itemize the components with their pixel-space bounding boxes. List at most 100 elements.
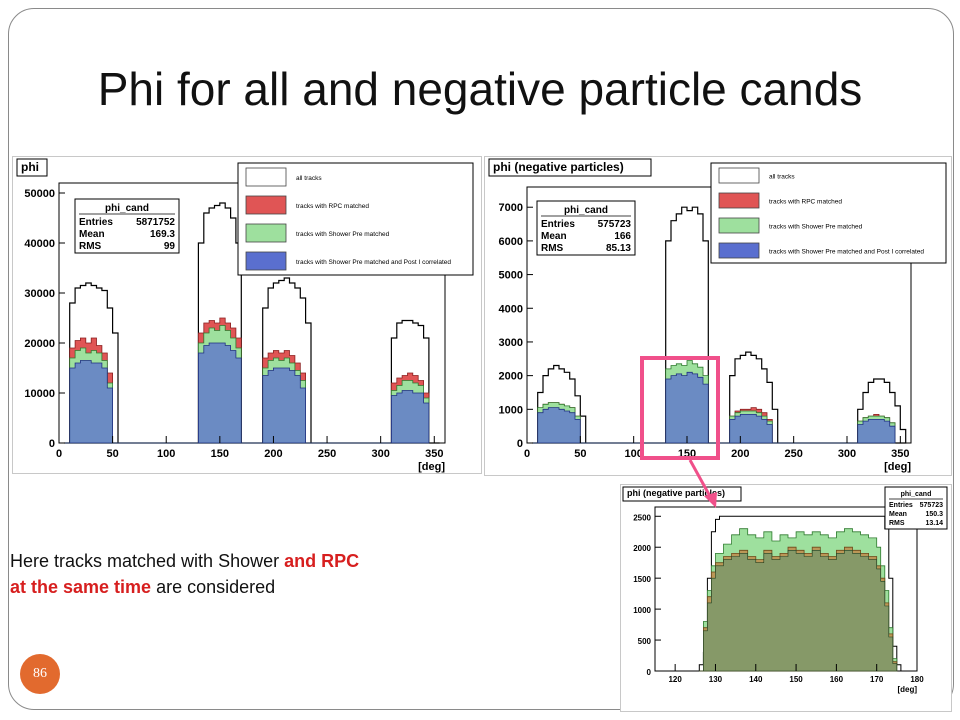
legend-label: tracks with RPC matched — [296, 203, 369, 210]
legend-label: tracks with Shower Pre matched — [769, 224, 863, 231]
legend-label: all tracks — [296, 175, 322, 182]
y-tick-label: 5000 — [499, 270, 523, 282]
stats-value: 575723 — [598, 219, 632, 230]
stats-name: phi_cand — [564, 205, 608, 216]
y-tick-label: 0 — [517, 438, 523, 450]
x-tick-label: 120 — [668, 675, 682, 684]
legend-swatch — [245, 167, 287, 187]
x-axis-label: [deg] — [897, 685, 917, 694]
note-part-2: and RPC — [284, 551, 360, 571]
y-tick-label: 2000 — [499, 371, 523, 383]
stats-value: 169.3 — [150, 229, 175, 240]
slide-title: Phi for all and negative particle cands — [97, 63, 863, 115]
legend-swatch — [718, 217, 760, 234]
y-tick-label: 0 — [647, 668, 652, 677]
x-tick-label: 140 — [749, 675, 763, 684]
stats-key: Entries — [889, 502, 913, 509]
legend-label: tracks with Shower Pre matched and Post … — [296, 259, 451, 266]
x-tick-label: 150 — [789, 675, 803, 684]
phi-chart: 0 10000 20000 30000 40000 50000 0 50 100 150 200 25… — [16, 158, 474, 473]
stats-value: 5871752 — [136, 217, 175, 228]
stats-box — [74, 198, 180, 254]
note-text: Here tracks matched with Shower and RPC … — [10, 548, 359, 600]
x-tick-label: 100 — [157, 448, 175, 460]
y-tick-label: 2500 — [633, 513, 651, 522]
x-tick-label: 170 — [870, 675, 884, 684]
stats-key: Mean — [541, 231, 567, 242]
legend-label: tracks with Shower Pre matched — [296, 231, 390, 238]
legend-swatch — [245, 223, 287, 243]
stats-key: Entries — [541, 219, 575, 230]
stats-value: 85.13 — [606, 243, 631, 254]
y-tick-label: 3000 — [499, 337, 523, 349]
chart-title-box — [488, 158, 652, 177]
stats-key: RMS — [541, 243, 564, 254]
x-tick-label: 250 — [318, 448, 336, 460]
stats-value: 13.14 — [925, 520, 943, 527]
legend-swatch — [718, 192, 760, 209]
page-number-badge: 86 — [20, 654, 60, 694]
x-tick-label: 180 — [910, 675, 924, 684]
stats-value: 166 — [614, 231, 631, 242]
stats-value: 99 — [164, 241, 176, 252]
y-tick-label: 6000 — [499, 236, 523, 248]
y-tick-label: 1000 — [499, 404, 523, 416]
stats-key: RMS — [889, 520, 905, 527]
chart-title: phi — [21, 160, 39, 174]
legend-label: tracks with RPC matched — [769, 199, 842, 206]
x-tick-label: 0 — [524, 448, 530, 460]
y-tick-label: 10000 — [24, 388, 55, 400]
legend-swatch — [718, 242, 760, 259]
x-tick-label: 130 — [709, 675, 723, 684]
y-tick-label: 2000 — [633, 544, 651, 553]
x-tick-label: 50 — [106, 448, 118, 460]
y-tick-label: 30000 — [24, 288, 55, 300]
note-part-1: Here tracks matched with Shower — [10, 551, 285, 571]
y-tick-label: 20000 — [24, 338, 55, 350]
x-tick-label: 150 — [211, 448, 229, 460]
y-tick-label: 50000 — [24, 188, 55, 200]
x-axis-label: [deg] — [418, 461, 445, 473]
note-part-4: are considered — [151, 577, 276, 597]
legend-label: tracks with Shower Pre matched and Post … — [769, 249, 924, 256]
legend-swatch — [245, 251, 287, 271]
series-3-area — [699, 550, 898, 672]
legend-swatch — [245, 195, 287, 215]
legend-label: all tracks — [769, 174, 795, 181]
x-tick-label: 350 — [425, 448, 443, 460]
stats-value: 150.3 — [925, 511, 943, 518]
x-tick-label: 200 — [731, 448, 749, 460]
stats-key: Entries — [79, 217, 113, 228]
phi-negative-zoom-panel: 0 500 1000 1500 2000 2500 120 130 140 150 160 170 18… — [620, 484, 952, 712]
stats-box — [536, 200, 636, 256]
phi-negative-chart-panel: 0 1000 2000 3000 4000 5000 6000 7000 0 50 100 150 20… — [484, 156, 952, 476]
chart-title: phi (negative particles) — [627, 488, 725, 498]
phi-chart-panel: 0 10000 20000 30000 40000 50000 0 50 100 150 200 25… — [12, 156, 482, 474]
x-tick-label: 200 — [264, 448, 282, 460]
x-tick-label: 0 — [56, 448, 62, 460]
stats-name: phi_cand — [901, 491, 932, 498]
y-tick-label: 500 — [638, 637, 652, 646]
y-tick-label: 7000 — [499, 202, 523, 214]
stats-name: phi_cand — [105, 203, 149, 214]
x-tick-label: 300 — [838, 448, 856, 460]
series-0-area — [64, 202, 440, 444]
x-tick-label: 150 — [678, 448, 696, 460]
legend-swatch — [718, 167, 760, 184]
y-tick-label: 4000 — [499, 303, 523, 315]
stats-box — [884, 486, 948, 530]
stats-key: RMS — [79, 241, 102, 252]
stats-key: Mean — [79, 229, 105, 240]
y-tick-label: 0 — [49, 438, 55, 450]
note-part-3: at the same time — [10, 577, 152, 597]
stats-key: Mean — [889, 511, 907, 518]
y-tick-label: 40000 — [24, 238, 55, 250]
phi-negative-zoom-chart: 0 500 1000 1500 2000 2500 120 130 140 150 160 170 18… — [622, 486, 948, 694]
series-3-area — [64, 342, 430, 444]
x-tick-label: 250 — [784, 448, 802, 460]
x-tick-label: 300 — [371, 448, 389, 460]
x-tick-label: 160 — [830, 675, 844, 684]
page-number: 86 — [33, 666, 47, 681]
phi-negative-chart: 0 1000 2000 3000 4000 5000 6000 7000 0 50 100 150 20… — [488, 158, 947, 473]
series-0-area — [671, 515, 909, 672]
